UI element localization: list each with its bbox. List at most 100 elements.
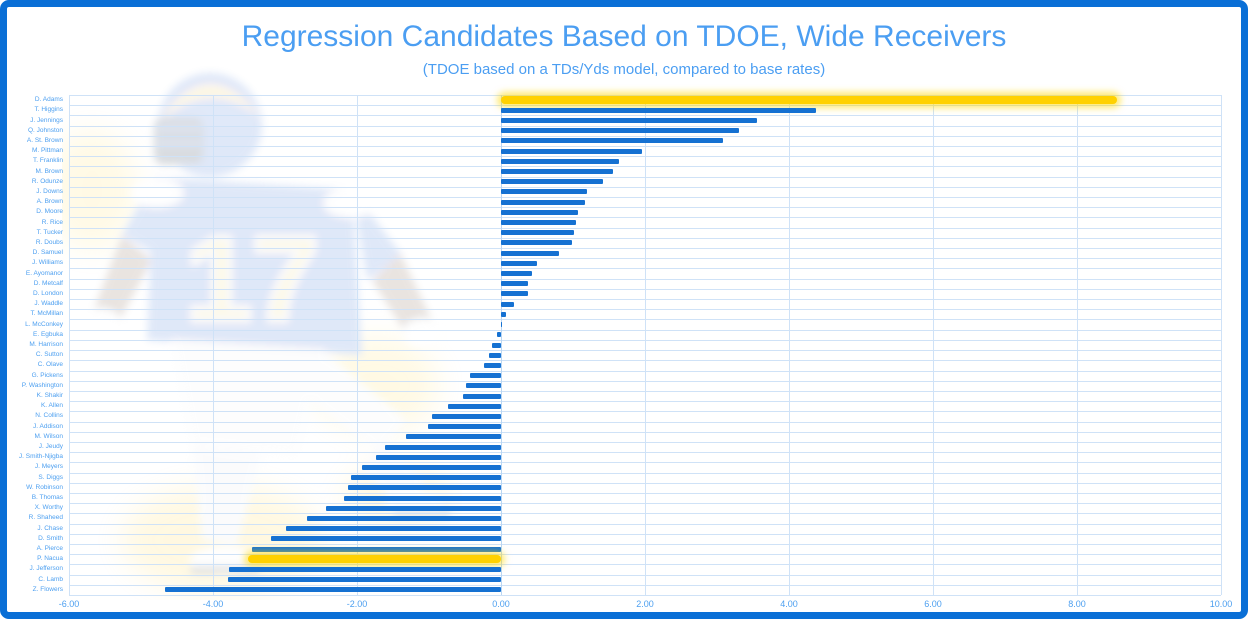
player-bar [501,260,537,266]
player-bar [431,413,501,419]
player-label: R. Doubs [35,238,63,246]
player-label: C. Lamb [38,575,63,583]
player-label: A. St. Brown [26,136,63,144]
gridline-vertical [933,95,934,595]
player-label: J. Williams [31,259,63,267]
player-bar [501,240,573,246]
gridline-vertical [501,95,502,595]
player-label: L. McConkey [25,320,63,328]
x-axis-tick-label: 10.00 [1209,599,1233,609]
gridline-vertical [1077,95,1078,595]
player-bar [501,158,620,164]
player-bar [488,352,501,358]
player-label: C. Sutton [35,351,63,359]
player-label: J. Jennings [30,116,63,124]
player-bar [501,169,614,175]
player-label: P. Washington [21,381,63,389]
player-bar [348,485,501,491]
gridline-vertical [789,95,790,595]
player-bar [501,301,514,307]
player-label: J. Jefferson [29,565,63,573]
player-label: R. Rice [41,218,63,226]
player-bar [501,128,739,134]
player-bar [385,444,501,450]
player-bar [501,209,579,215]
player-label: D. Metcalf [33,279,63,287]
player-label: R. Odunze [31,177,63,185]
player-bar-highlighted [501,96,1117,105]
player-bar [501,179,603,185]
player-label: M. Brown [35,167,63,175]
x-axis-tick-label: -4.00 [202,599,224,609]
player-bar [326,505,501,511]
player-label: J. Waddle [34,300,63,308]
gridline-vertical [1221,95,1222,595]
player-label: J. Chase [37,524,63,532]
player-label: D. Samuel [32,249,63,257]
x-axis-tick-label: 0.00 [492,599,510,609]
player-bar [462,393,501,399]
player-bar [501,271,532,277]
player-label: E. Egbuka [33,330,63,338]
player-label: S. Diggs [38,473,63,481]
player-label: T. McMillan [30,310,63,318]
gridline-horizontal [69,595,1221,596]
player-bar [470,373,501,379]
player-label: N. Collins [35,412,63,420]
player-bar [501,322,503,328]
player-bar [501,281,529,287]
player-label: M. Pittman [31,147,63,155]
player-bar [228,566,501,572]
player-label: A. Pierce [36,545,63,553]
player-bar [228,577,501,583]
chart-title: Regression Candidates Based on TDOE, Wid… [241,20,1007,53]
player-bar [501,189,587,195]
player-label: D. Smith [38,534,63,542]
player-bar [344,495,501,501]
player-bar [351,475,501,481]
player-bar [428,424,501,430]
player-label: G. Pickens [31,371,63,379]
player-bar [501,138,723,144]
x-axis-tick-label: -2.00 [346,599,368,609]
player-bar [165,587,501,593]
player-label: T. Higgins [34,106,63,114]
player-label: D. London [33,289,63,297]
player-label: J. Addison [33,422,63,430]
player-bar-highlighted [248,555,501,564]
player-bar [501,220,576,226]
player-label: A. Brown [36,198,63,206]
gridline-vertical [213,95,214,595]
player-bar [271,536,501,542]
player-bar [251,546,501,552]
player-bar [491,342,501,348]
player-bar [465,383,501,389]
player-label: R. Shaheed [28,514,63,522]
player-bar [307,515,501,521]
x-axis-tick-label: 6.00 [924,599,942,609]
player-bar [376,454,501,460]
player-label: D. Moore [36,208,63,216]
player-label: J. Meyers [34,463,63,471]
player-label: W. Robinson [26,483,63,491]
player-bar [501,291,528,297]
player-label: E. Ayomanor [25,269,63,277]
gridline-vertical [357,95,358,595]
player-label: K. Allen [40,402,63,410]
x-axis-tick-label: 4.00 [780,599,798,609]
player-label: J. Smith-Njigba [18,453,63,461]
player-label: J. Downs [36,187,63,195]
player-bar [447,403,501,409]
player-bar [285,526,501,532]
player-label: Z. Flowers [32,585,63,593]
player-bar [501,199,585,205]
player-label: K. Shakir [36,392,63,400]
player-label: D. Adams [34,96,63,104]
player-label: T. Franklin [33,157,63,165]
player-bar [501,118,757,123]
x-axis-tick-label: 2.00 [636,599,654,609]
gridline-vertical [69,95,70,595]
player-label: C. Olave [37,361,63,369]
player-bar [483,362,501,368]
